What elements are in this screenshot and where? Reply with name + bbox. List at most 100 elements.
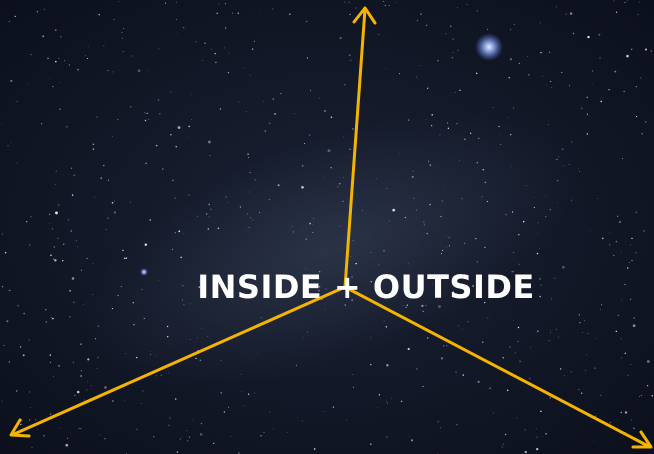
star [558, 156, 559, 157]
star [389, 5, 390, 6]
star [428, 161, 429, 162]
star [610, 422, 611, 423]
star [144, 318, 145, 319]
star [208, 204, 210, 206]
star [477, 261, 478, 262]
star [509, 77, 510, 78]
star [399, 73, 400, 74]
star [626, 284, 627, 285]
star [197, 338, 198, 339]
star [264, 432, 265, 433]
star [31, 216, 32, 217]
star [30, 54, 31, 55]
star [633, 428, 635, 430]
star [579, 322, 580, 323]
star [84, 400, 85, 401]
star [571, 141, 572, 142]
star [459, 160, 460, 161]
star [65, 444, 68, 447]
star [587, 133, 589, 135]
star [449, 237, 450, 238]
star [190, 303, 191, 304]
star [439, 134, 440, 135]
star [88, 46, 89, 47]
star [144, 112, 145, 113]
star [99, 14, 100, 15]
star [616, 331, 617, 332]
star [156, 145, 157, 146]
star [145, 163, 146, 164]
star [350, 60, 351, 61]
star [513, 320, 514, 321]
star [10, 80, 12, 82]
star [169, 425, 170, 426]
star [176, 2, 177, 3]
star [339, 183, 340, 184]
star [177, 451, 179, 453]
star [423, 222, 424, 223]
star [310, 90, 311, 91]
star [221, 392, 222, 393]
star [353, 387, 354, 388]
star [112, 308, 113, 309]
star [49, 214, 50, 215]
star [346, 156, 347, 157]
star [484, 247, 485, 248]
star [453, 52, 454, 53]
star [601, 304, 602, 305]
star [108, 70, 109, 71]
star [149, 219, 151, 221]
star [294, 113, 295, 114]
star [383, 250, 384, 251]
star [137, 332, 138, 333]
star [535, 197, 536, 198]
star [172, 249, 173, 250]
star [518, 327, 519, 328]
star [58, 204, 59, 205]
star [487, 318, 488, 319]
star [514, 24, 515, 25]
star [269, 123, 270, 124]
star [636, 212, 637, 213]
star [441, 357, 443, 359]
star [53, 259, 54, 260]
star [538, 222, 539, 223]
star [330, 167, 331, 168]
star [505, 214, 507, 216]
star [585, 370, 586, 371]
star [183, 233, 184, 234]
star [232, 13, 233, 14]
star [384, 320, 385, 321]
star [72, 194, 73, 195]
star [625, 411, 627, 413]
star [159, 113, 160, 114]
star [181, 437, 182, 438]
star [211, 49, 212, 50]
star [112, 400, 113, 401]
star [441, 253, 442, 254]
star [204, 43, 205, 44]
star [246, 111, 247, 112]
star [427, 88, 428, 89]
star [107, 217, 108, 218]
star [579, 314, 580, 315]
star [438, 421, 439, 422]
star [645, 49, 647, 51]
star [74, 175, 75, 176]
star [141, 289, 142, 290]
star [609, 244, 610, 245]
star [247, 153, 249, 155]
star [197, 216, 198, 217]
star [87, 358, 89, 360]
star [23, 354, 25, 356]
star [170, 92, 171, 93]
star [470, 133, 471, 134]
star [416, 210, 417, 211]
star [621, 251, 622, 252]
star [507, 390, 509, 392]
star [239, 101, 240, 102]
star [391, 398, 392, 399]
star [259, 212, 260, 213]
star [468, 321, 469, 322]
star [584, 320, 585, 321]
